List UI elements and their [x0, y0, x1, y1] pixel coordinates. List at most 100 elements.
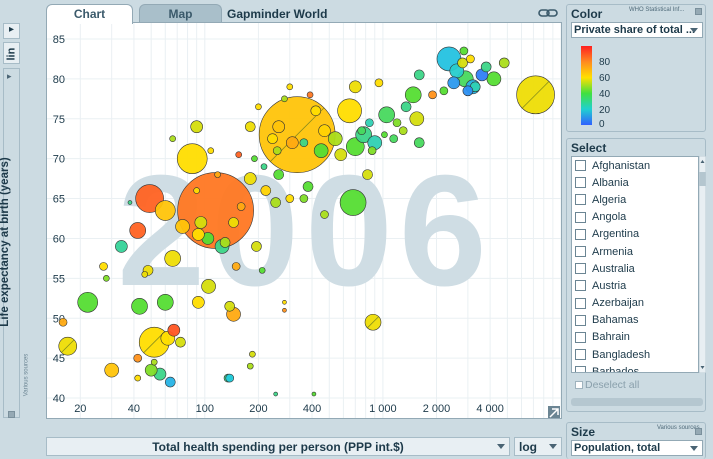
country-checkbox[interactable]: [575, 160, 586, 172]
y-tick-label: 65: [53, 194, 65, 206]
y-axis-indicator-selector[interactable]: ▸ Life expectancy at birth (years): [0, 68, 20, 418]
color-indicator-dropdown[interactable]: Private share of total ...: [571, 22, 703, 38]
country-list-item[interactable]: Armenia: [572, 243, 698, 260]
color-panel: Color WHO Statistical Inf... Private sha…: [566, 4, 706, 132]
bubble: [201, 279, 216, 294]
country-label: Australia: [592, 262, 635, 275]
country-list-item[interactable]: Afghanistan: [572, 157, 698, 174]
bubble: [310, 105, 322, 117]
country-checkbox[interactable]: [575, 280, 586, 292]
bubble: [285, 194, 295, 203]
bubble: [251, 241, 262, 252]
country-list-item[interactable]: Angola: [572, 209, 698, 226]
size-indicator-value: Population, total: [574, 442, 661, 454]
size-source-link[interactable]: Various sources: [657, 425, 700, 431]
y-tick-label: 40: [53, 393, 65, 405]
triangle-right-icon: ▸: [8, 24, 15, 35]
bubble: [244, 121, 256, 133]
country-checkbox[interactable]: [575, 211, 586, 223]
chevron-down-icon: [690, 28, 698, 33]
chevron-down-icon: [497, 444, 505, 449]
bubble-chart-svg: 2006 20 40 100 200 400 1 000 2 000 4 0004045505…: [47, 23, 561, 418]
deselect-all-button[interactable]: Deselect all: [575, 379, 639, 391]
bubble: [282, 299, 287, 305]
country-checkbox[interactable]: [575, 228, 586, 240]
country-checkbox[interactable]: [575, 246, 586, 258]
country-checkbox[interactable]: [575, 314, 586, 326]
x-axis-indicator-selector[interactable]: Total health spending per person (PPP in…: [46, 437, 510, 456]
size-indicator-dropdown[interactable]: Population, total: [571, 440, 703, 456]
y-axis-collapse-button[interactable]: ▸: [3, 23, 20, 39]
bubble: [374, 78, 384, 88]
x-scale-selector[interactable]: log: [514, 437, 562, 456]
y-axis-sources[interactable]: Various sources: [23, 353, 30, 397]
x-tick-label: 400: [303, 403, 321, 415]
tab-chart[interactable]: Chart: [46, 4, 133, 24]
bubble: [378, 106, 395, 124]
country-list-item[interactable]: Bahamas: [572, 312, 698, 329]
country-list-scrollbar[interactable]: [699, 156, 706, 373]
country-list-item[interactable]: Bahrain: [572, 329, 698, 346]
deselect-checkbox: [575, 381, 583, 389]
country-checkbox[interactable]: [575, 263, 586, 275]
bubble: [207, 147, 215, 154]
y-tick-label: 70: [53, 154, 65, 166]
country-list-item[interactable]: Australia: [572, 260, 698, 277]
bubble: [131, 297, 148, 315]
country-list-item[interactable]: Austria: [572, 277, 698, 294]
country-label: Albania: [592, 176, 629, 189]
link-icon[interactable]: [538, 7, 558, 19]
bubble: [447, 76, 461, 90]
bubble: [327, 131, 343, 147]
country-checkbox[interactable]: [575, 297, 586, 309]
bubble: [346, 137, 365, 156]
country-checkbox[interactable]: [575, 194, 586, 206]
bubble-trail-line: [367, 316, 379, 329]
country-list-item[interactable]: Argentina: [572, 226, 698, 243]
bubble: [243, 172, 257, 185]
bubble: [273, 391, 278, 397]
bubble: [311, 391, 317, 397]
country-checkbox[interactable]: [575, 177, 586, 189]
country-list-item[interactable]: Bangladesh: [572, 346, 698, 363]
size-settings-grid-icon[interactable]: [695, 428, 702, 435]
bubble: [175, 219, 190, 234]
bubble: [466, 54, 475, 64]
country-label: Azerbaijan: [592, 297, 644, 310]
bubble: [392, 118, 402, 128]
country-checkbox[interactable]: [575, 366, 586, 372]
size-panel-title: Size: [571, 425, 596, 439]
chevron-down-icon: [690, 446, 698, 451]
bubble: [428, 90, 437, 100]
country-list-item[interactable]: Albania: [572, 174, 698, 191]
y-scale-selector[interactable]: lin: [3, 42, 20, 64]
country-list-item[interactable]: Barbados: [572, 363, 698, 372]
bubble: [99, 262, 108, 271]
bubble: [134, 374, 142, 382]
country-list-item[interactable]: Algeria: [572, 191, 698, 208]
bubble: [381, 131, 388, 139]
country-label: Armenia: [592, 245, 633, 258]
country-label: Bahamas: [592, 314, 639, 327]
country-list-item[interactable]: Azerbaijan: [572, 295, 698, 312]
country-checkbox[interactable]: [575, 349, 586, 361]
bubble: [267, 133, 278, 145]
bubble: [176, 143, 208, 174]
y-scale-value: lin: [5, 47, 18, 61]
bubble: [334, 148, 348, 161]
color-source-link[interactable]: WHO Statistical Inf...: [629, 7, 685, 13]
bubble: [349, 80, 362, 94]
zoom-corner-button[interactable]: [548, 406, 560, 418]
bubble: [302, 181, 314, 192]
bubble: [129, 222, 147, 239]
country-label: Algeria: [592, 193, 627, 206]
bubble: [150, 358, 158, 366]
bubble: [258, 267, 266, 274]
y-settings-grid-icon[interactable]: [8, 411, 15, 418]
color-settings-grid-icon[interactable]: [695, 8, 702, 15]
tab-map[interactable]: Map: [139, 4, 222, 23]
bubble: [127, 200, 133, 205]
bubble: [320, 210, 329, 219]
country-checkbox[interactable]: [575, 331, 586, 343]
opacity-slider[interactable]: [571, 398, 703, 406]
